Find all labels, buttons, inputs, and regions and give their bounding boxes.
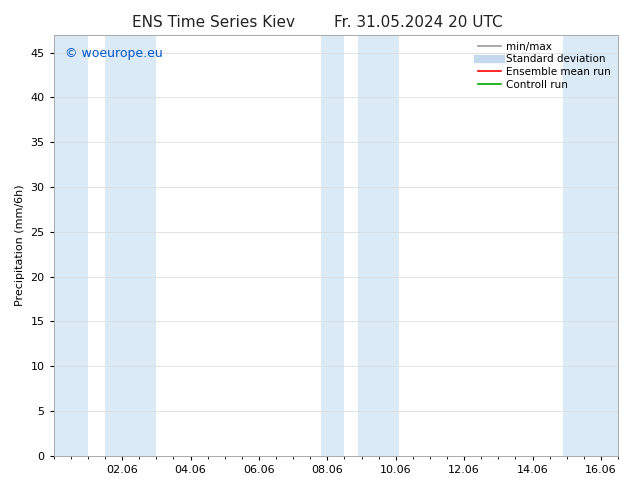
Text: ENS Time Series Kiev        Fr. 31.05.2024 20 UTC: ENS Time Series Kiev Fr. 31.05.2024 20 U…: [132, 15, 502, 30]
Bar: [564, 35, 618, 456]
Bar: [358, 35, 399, 456]
Bar: [54, 35, 88, 456]
Y-axis label: Precipitation (mm/6h): Precipitation (mm/6h): [15, 184, 25, 306]
Bar: [321, 35, 344, 456]
Text: © woeurope.eu: © woeurope.eu: [65, 47, 163, 60]
Legend: min/max, Standard deviation, Ensemble mean run, Controll run: min/max, Standard deviation, Ensemble me…: [476, 40, 613, 92]
Bar: [105, 35, 157, 456]
